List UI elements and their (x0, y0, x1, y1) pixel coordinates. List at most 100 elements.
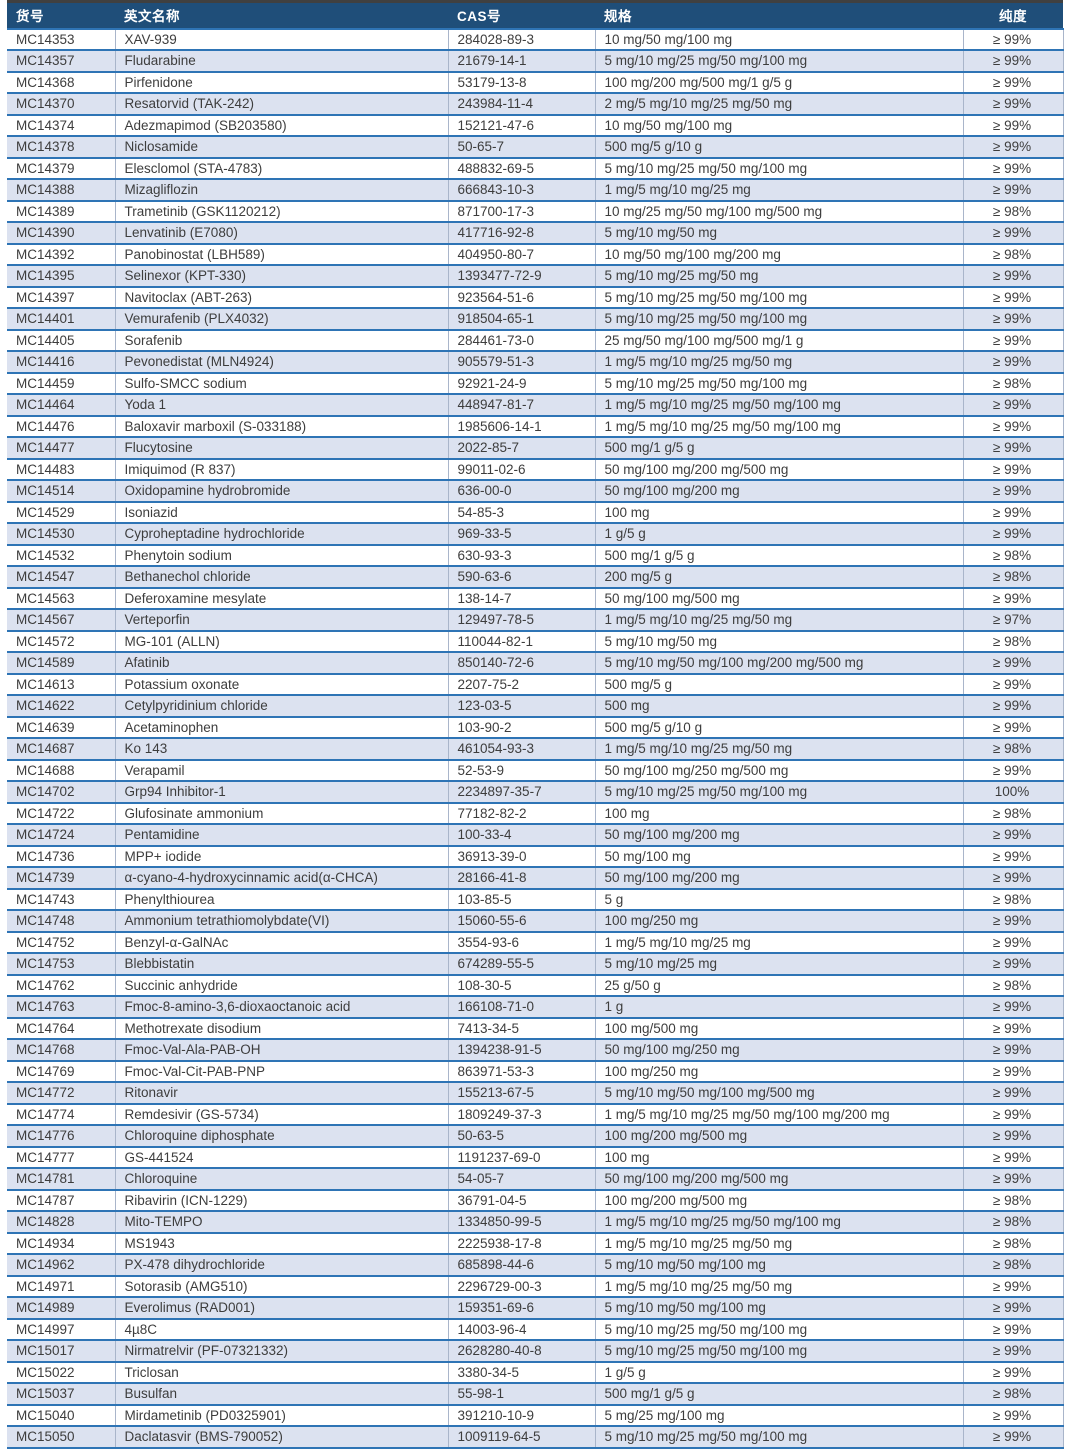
cell-name: Chloroquine diphosphate (114, 1124, 448, 1147)
cell-name: Methotrexate disodium (114, 1016, 448, 1039)
cell-spec: 500 mg/5 g/10 g (594, 715, 963, 738)
cell-spec: 5 mg/10 mg/25 mg/50 mg/100 mg (594, 156, 963, 179)
cell-purity: ≥ 99% (962, 285, 1064, 308)
cell-purity: ≥ 99% (962, 1403, 1064, 1426)
cell-id: MC14688 (7, 758, 115, 781)
cell-id: MC14622 (7, 694, 115, 717)
cell-purity: ≥ 99% (962, 1124, 1064, 1147)
column-header-english-name: 英文名称 (115, 1, 448, 29)
cell-name: Flucytosine (114, 436, 448, 459)
cell-cas: 461054-93-3 (447, 737, 595, 760)
cell-spec: 10 mg/50 mg/100 mg (594, 113, 963, 136)
cell-purity: ≥ 99% (962, 952, 1064, 975)
table-row: MC14743 Phenylthiourea 103-85-5 5 g ≥ 98% (7, 887, 1064, 910)
cell-id: MC14563 (7, 586, 115, 609)
cell-cas: 166108-71-0 (447, 995, 595, 1018)
cell-purity: ≥ 98% (962, 371, 1064, 394)
cell-name: Cetylpyridinium chloride (114, 694, 448, 717)
cell-cas: 28166-41-8 (447, 866, 595, 889)
cell-purity: ≥ 99% (962, 522, 1064, 545)
cell-cas: 2225938-17-8 (447, 1231, 595, 1254)
cell-name: 4µ8C (114, 1317, 448, 1340)
table-row: MC14613 Potassium oxonate 2207-75-2 500 mg/… (7, 672, 1064, 695)
column-header-specification: 规格 (595, 1, 963, 29)
cell-name: Oxidopamine hydrobromide (114, 479, 448, 502)
cell-purity: ≥ 99% (962, 113, 1064, 136)
table-row: MC14567 Verteporfin 129497-78-5 1 mg/5 mg/1… (7, 608, 1064, 631)
cell-cas: 404950-80-7 (447, 242, 595, 265)
cell-id: MC14764 (7, 1016, 115, 1039)
cell-spec: 1 g/5 g (594, 1360, 963, 1383)
cell-spec: 5 mg/10 mg/25 mg/50 mg/100 mg (594, 371, 963, 394)
cell-purity: ≥ 98% (962, 1231, 1064, 1254)
cell-cas: 14003-96-4 (447, 1317, 595, 1340)
cell-purity: ≥ 99% (962, 1059, 1064, 1082)
cell-id: MC14971 (7, 1274, 115, 1297)
cell-cas: 284461-73-0 (447, 328, 595, 351)
cell-id: MC14739 (7, 866, 115, 889)
table-row: MC14390 Lenvatinib (E7080) 417716-92-8 5 mg… (7, 221, 1064, 244)
table-row: MC14774 Remdesivir (GS-5734) 1809249-37-3 1… (7, 1102, 1064, 1125)
cell-cas: 1393477-72-9 (447, 264, 595, 287)
cell-cas: 2296729-00-3 (447, 1274, 595, 1297)
cell-cas: 129497-78-5 (447, 608, 595, 631)
table-row: MC15022 Triclosan 3380-34-5 1 g/5 g ≥ 99% (7, 1360, 1064, 1383)
cell-purity: ≥ 99% (962, 1038, 1064, 1061)
cell-name: Everolimus (RAD001) (114, 1296, 448, 1319)
cell-purity: ≥ 99% (962, 156, 1064, 179)
cell-cas: 108-30-5 (447, 973, 595, 996)
cell-spec: 10 mg/50 mg/100 mg/200 mg (594, 242, 963, 265)
table-row: MC14357 Fludarabine 21679-14-1 5 mg/10 mg/2… (7, 49, 1064, 72)
cell-id: MC14748 (7, 909, 115, 932)
table-row: MC14483 Imiquimod (R 837) 99011-02-6 50 mg/… (7, 457, 1064, 480)
cell-purity: ≥ 99% (962, 457, 1064, 480)
cell-name: Phenylthiourea (114, 887, 448, 910)
cell-purity: ≥ 98% (962, 565, 1064, 588)
cell-purity: ≥ 99% (962, 651, 1064, 674)
cell-spec: 5 mg/10 mg/25 mg/50 mg/100 mg (594, 1425, 963, 1449)
cell-name: Resatorvid (TAK-242) (114, 92, 448, 115)
cell-spec: 1 mg/5 mg/10 mg/25 mg/50 mg (594, 608, 963, 631)
cell-id: MC14743 (7, 887, 115, 910)
cell-id: MC14753 (7, 952, 115, 975)
cell-cas: 630-93-3 (447, 543, 595, 566)
cell-purity: ≥ 99% (962, 1145, 1064, 1168)
table-row: MC14687 Ko 143 461054-93-3 1 mg/5 mg/10 mg/… (7, 737, 1064, 760)
cell-id: MC14459 (7, 371, 115, 394)
cell-spec: 5 mg/10 mg/25 mg/50 mg/100 mg (594, 307, 963, 330)
table-row: MC14828 Mito-TEMPO 1334850-99-5 1 mg/5 mg/1… (7, 1210, 1064, 1233)
table-row: MC14997 4µ8C 14003-96-4 5 mg/10 mg/25 mg/50… (7, 1317, 1064, 1340)
cell-id: MC14392 (7, 242, 115, 265)
cell-name: Phenytoin sodium (114, 543, 448, 566)
cell-name: Fmoc-Val-Ala-PAB-OH (114, 1038, 448, 1061)
cell-name: Mizagliflozin (114, 178, 448, 201)
cell-spec: 5 mg/10 mg/50 mg/100 mg (594, 1296, 963, 1319)
cell-spec: 5 mg/10 mg/25 mg/50 mg/100 mg (594, 285, 963, 308)
table-row: MC14532 Phenytoin sodium 630-93-3 500 mg/1 … (7, 543, 1064, 566)
cell-spec: 1 g/5 g (594, 522, 963, 545)
cell-spec: 5 mg/10 mg/50 mg/100 mg/500 mg (594, 1081, 963, 1104)
table-row: MC14787 Ribavirin (ICN-1229) 36791-04-5 100… (7, 1188, 1064, 1211)
cell-id: MC14997 (7, 1317, 115, 1340)
table-row: MC14772 Ritonavir 155213-67-5 5 mg/10 mg/50… (7, 1081, 1064, 1104)
cell-purity: ≥ 99% (962, 436, 1064, 459)
table-row: MC14622 Cetylpyridinium chloride 123-03-5 5… (7, 694, 1064, 717)
column-header-purity: 纯度 (963, 1, 1063, 29)
cell-cas: 1009119-64-5 (447, 1425, 595, 1449)
cell-name: Verteporfin (114, 608, 448, 631)
cell-purity: ≥ 99% (962, 92, 1064, 115)
cell-id: MC14639 (7, 715, 115, 738)
cell-spec: 1 mg/5 mg/10 mg/25 mg (594, 178, 963, 201)
cell-spec: 50 mg/100 mg/250 mg/500 mg (594, 758, 963, 781)
table-row: MC14378 Niclosamide 50-65-7 500 mg/5 g/10 g… (7, 135, 1064, 158)
cell-cas: 55-98-1 (447, 1382, 595, 1405)
cell-spec: 500 mg (594, 694, 963, 717)
table-row: MC14589 Afatinib 850140-72-6 5 mg/10 mg/50 … (7, 651, 1064, 674)
cell-id: MC15040 (7, 1403, 115, 1426)
cell-id: MC14589 (7, 651, 115, 674)
cell-cas: 36913-39-0 (447, 844, 595, 867)
cell-name: MG-101 (ALLN) (114, 629, 448, 652)
cell-name: Deferoxamine mesylate (114, 586, 448, 609)
table-row: MC14702 Grp94 Inhibitor-1 2234897-35-7 5 mg… (7, 780, 1064, 803)
cell-cas: 138-14-7 (447, 586, 595, 609)
